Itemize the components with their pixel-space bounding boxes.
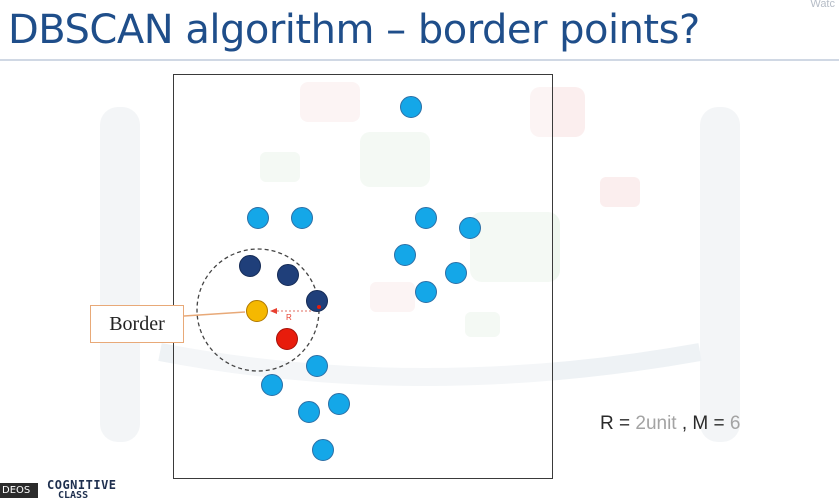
core-point bbox=[306, 290, 328, 312]
noise-point bbox=[312, 439, 334, 461]
watermark-block bbox=[300, 82, 360, 122]
noise-point bbox=[459, 217, 481, 239]
footer-tag: DEOS bbox=[0, 483, 38, 498]
border-callout: Border bbox=[90, 305, 184, 343]
param-separator: , bbox=[676, 413, 693, 434]
brand-name-line1: COGNITIVE bbox=[47, 478, 117, 492]
plot-frame bbox=[173, 74, 553, 479]
core-point bbox=[239, 255, 261, 277]
watermark-block bbox=[600, 177, 640, 207]
watermark-block bbox=[370, 282, 415, 312]
noise-point bbox=[415, 281, 437, 303]
noise-point bbox=[415, 207, 437, 229]
core-point bbox=[277, 264, 299, 286]
watermark-bar-right bbox=[700, 107, 740, 442]
noise-point bbox=[445, 262, 467, 284]
footer-logo: DEOS COGNITIVE CLASS bbox=[0, 478, 130, 501]
watermark-block bbox=[260, 152, 300, 182]
brand-name-line2: CLASS bbox=[58, 490, 89, 501]
watermark-block bbox=[465, 312, 500, 337]
m-param-value: 6 bbox=[729, 413, 741, 434]
noise-point bbox=[247, 207, 269, 229]
r-param-label: R = bbox=[600, 413, 636, 434]
noise-point bbox=[400, 96, 422, 118]
border-callout-label: Border bbox=[109, 312, 165, 335]
watermark-bar-left bbox=[100, 107, 140, 442]
radius-label: R bbox=[286, 313, 292, 322]
radius-arrowhead bbox=[270, 308, 277, 314]
radius-origin-dot bbox=[317, 305, 321, 309]
watch-tag: Watc bbox=[810, 0, 835, 10]
m-param-label: M = bbox=[692, 413, 730, 434]
noise-point bbox=[328, 393, 350, 415]
noise-point bbox=[261, 374, 283, 396]
noise-point bbox=[291, 207, 313, 229]
callout-connector bbox=[183, 311, 246, 317]
watermark-book-curve bbox=[158, 343, 702, 386]
parameters-label: R = 2unit , M = 6 bbox=[600, 413, 740, 435]
background-watermark bbox=[100, 82, 740, 442]
watermark-block bbox=[470, 212, 560, 282]
r-param-value: 2unit bbox=[635, 413, 677, 434]
watermark-block bbox=[530, 87, 585, 137]
border-point bbox=[246, 300, 268, 322]
title-divider bbox=[0, 59, 839, 61]
noise-point bbox=[306, 355, 328, 377]
noise-point bbox=[394, 244, 416, 266]
watermark-block bbox=[360, 132, 430, 187]
noise-point bbox=[298, 401, 320, 423]
slide-title: DBSCAN algorithm – border points? bbox=[8, 7, 700, 53]
selected-point bbox=[276, 328, 298, 350]
